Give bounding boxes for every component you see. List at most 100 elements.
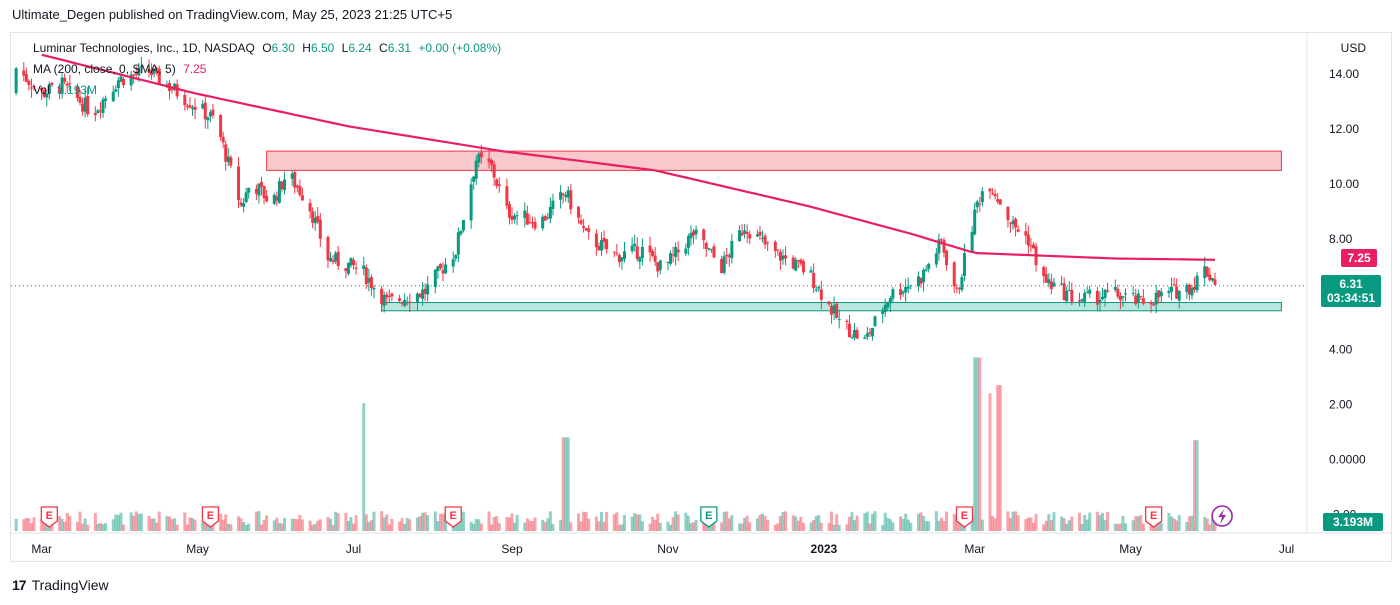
candle-body bbox=[403, 300, 407, 306]
candle-body bbox=[1185, 284, 1189, 292]
candle-body bbox=[597, 245, 601, 251]
candle-body bbox=[541, 216, 545, 229]
candle-body bbox=[224, 144, 228, 162]
candle-body bbox=[456, 232, 460, 255]
candle-body bbox=[712, 246, 716, 258]
candle-body bbox=[50, 83, 54, 85]
candle-body bbox=[60, 77, 64, 94]
volume-bar bbox=[855, 515, 859, 531]
candle-body bbox=[975, 201, 979, 208]
volume-bar bbox=[832, 524, 836, 531]
candle-body bbox=[1205, 267, 1209, 277]
candle-body bbox=[781, 255, 785, 260]
candle-body bbox=[853, 329, 857, 338]
volume-bar bbox=[548, 511, 552, 531]
currency-label[interactable]: USD bbox=[1340, 41, 1366, 55]
legend-ma[interactable]: MA (200, close, 0, SMA, 5) 7.25 bbox=[33, 62, 210, 76]
candle-body bbox=[1134, 295, 1138, 304]
price-tick-label: 0.0000 bbox=[1329, 452, 1366, 466]
candle-body bbox=[988, 188, 992, 192]
volume-bar bbox=[868, 523, 872, 531]
volume-bar bbox=[219, 513, 223, 531]
volume-bar bbox=[778, 515, 782, 531]
footer-brand[interactable]: 17 TradingView bbox=[12, 577, 109, 593]
volume-bar bbox=[283, 517, 287, 531]
candle-body bbox=[692, 231, 696, 236]
earnings-marker-label: E bbox=[46, 510, 53, 522]
candle-body bbox=[63, 77, 67, 82]
volume-bar bbox=[1044, 520, 1048, 531]
volume-bar bbox=[272, 520, 276, 531]
candle-body bbox=[980, 191, 984, 203]
candle-body bbox=[441, 270, 445, 274]
volume-bar bbox=[405, 517, 409, 531]
candle-body bbox=[190, 107, 194, 109]
volume-bar bbox=[847, 516, 851, 531]
candle-body bbox=[487, 158, 491, 163]
candle-body bbox=[587, 228, 591, 232]
volume-bar bbox=[1167, 512, 1171, 531]
volume-bar bbox=[421, 512, 425, 531]
candle-body bbox=[173, 83, 177, 90]
volume-bar bbox=[346, 520, 350, 531]
candle-body bbox=[551, 200, 555, 209]
earnings-marker bbox=[955, 506, 974, 528]
volume-bar bbox=[65, 512, 69, 531]
volume-bar bbox=[722, 511, 726, 531]
candle-body bbox=[1139, 295, 1143, 297]
candle-body bbox=[622, 251, 626, 259]
volume-bar bbox=[546, 518, 550, 531]
volume-bar bbox=[576, 513, 580, 531]
volume-bar bbox=[740, 523, 744, 531]
candle-body bbox=[421, 289, 425, 299]
volume-bar bbox=[1190, 515, 1194, 531]
volume-bar bbox=[1083, 514, 1087, 531]
volume-bar bbox=[98, 522, 102, 531]
volume-bar bbox=[980, 519, 984, 531]
volume-bar bbox=[919, 512, 923, 531]
candle-body bbox=[507, 203, 511, 218]
candle-body bbox=[615, 253, 619, 255]
price-tick-label: 12.00 bbox=[1329, 122, 1359, 136]
candle-body bbox=[221, 136, 225, 143]
volume-bar bbox=[689, 523, 693, 531]
chart-frame[interactable]: E E E E E E 14.00 12.00 10.00 8.00 4.00 2.00 0.0000… bbox=[10, 32, 1392, 562]
candle-body bbox=[454, 255, 458, 259]
volume-bar bbox=[1080, 523, 1084, 531]
volume-bar bbox=[257, 511, 261, 531]
candle-body bbox=[237, 166, 241, 201]
legend-volume[interactable]: Vol 3.193M bbox=[33, 83, 101, 97]
volume-bar bbox=[313, 523, 317, 531]
volume-bar bbox=[1060, 516, 1064, 531]
volume-bar bbox=[796, 520, 800, 531]
volume-bar bbox=[865, 511, 869, 531]
volume-bar bbox=[827, 522, 831, 531]
earnings-marker bbox=[1144, 506, 1163, 528]
volume-bar bbox=[398, 521, 402, 531]
volume-bar bbox=[615, 512, 619, 531]
volume-bar bbox=[1095, 511, 1099, 531]
volume-bar bbox=[853, 520, 857, 531]
candle-body bbox=[784, 255, 788, 259]
volume-bar bbox=[1139, 515, 1143, 531]
candle-body bbox=[1213, 279, 1217, 285]
candle-body bbox=[513, 215, 517, 220]
volume-bar bbox=[686, 515, 690, 531]
time-tick-label: Nov bbox=[657, 542, 678, 556]
candle-body bbox=[183, 95, 187, 106]
candle-body bbox=[1157, 290, 1161, 298]
volume-bar bbox=[533, 517, 537, 531]
volume-bar bbox=[587, 518, 591, 531]
volume-bar bbox=[239, 518, 243, 531]
candle-body bbox=[1049, 281, 1053, 290]
candle-body bbox=[352, 259, 356, 266]
volume-bar bbox=[763, 516, 767, 531]
candle-body bbox=[955, 287, 959, 289]
candle-body bbox=[367, 278, 371, 283]
candle-body bbox=[308, 203, 312, 212]
chart-canvas[interactable]: E E E E E E 14.00 12.00 10.00 8.00 4.00 2.00 0.0000… bbox=[11, 33, 1391, 561]
candle-body bbox=[1047, 279, 1051, 284]
volume-bar bbox=[456, 520, 460, 531]
candle-body bbox=[684, 248, 688, 254]
volume-bar bbox=[658, 522, 662, 531]
